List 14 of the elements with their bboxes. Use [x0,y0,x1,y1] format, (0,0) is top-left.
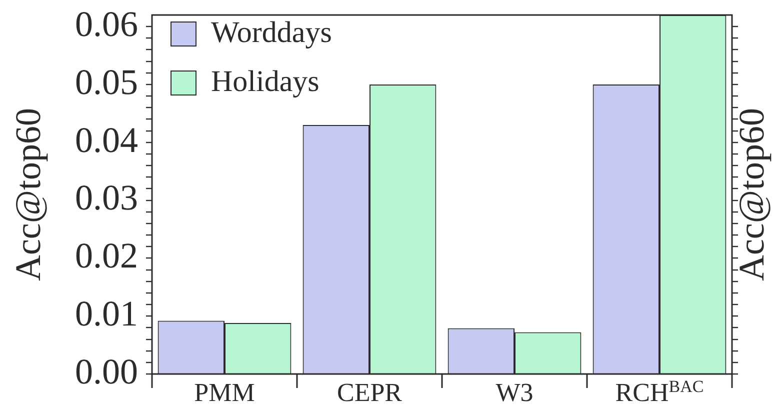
y2-axis-title: Acc@top60 [731,108,772,282]
y-tick-label: 0.01 [75,294,138,334]
y-tick-label: 0.05 [75,62,138,102]
y-tick-label: 0.06 [75,4,138,44]
y-tick-label: 0.04 [75,120,138,160]
y-tick-label: 0.00 [75,351,138,392]
y-tick-label: 0.02 [75,236,138,276]
x-tick-label: CEPR [336,378,403,405]
x-tick-label: W3 [496,378,534,405]
y-tick-label: 0.03 [75,178,138,218]
legend-label: Worddays [211,16,332,49]
x-tick-label: PMM [194,378,255,405]
legend-label: Holidays [211,64,320,98]
y-axis-title: Acc@top60 [8,108,48,282]
